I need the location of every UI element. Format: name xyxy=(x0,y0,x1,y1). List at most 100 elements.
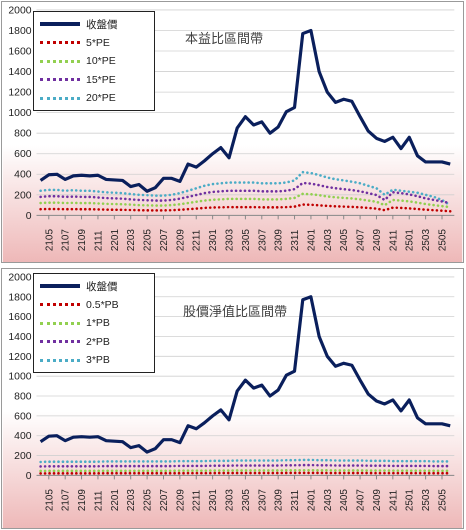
x-tick-label: 2201 xyxy=(110,489,121,512)
y-tick-label: 200 xyxy=(14,190,32,201)
x-tick-label: 2111 xyxy=(93,230,104,251)
y-tick-label: 1800 xyxy=(8,292,31,303)
legend-swatch xyxy=(40,321,80,325)
x-tick-label: 2403 xyxy=(323,229,334,252)
x-tick-label: 2405 xyxy=(339,229,350,252)
series-line xyxy=(39,192,452,209)
x-tick-label: 2207 xyxy=(159,489,170,512)
y-tick-label: 0 xyxy=(26,471,32,482)
x-tick-label: 2405 xyxy=(339,489,350,512)
x-tick-label: 2207 xyxy=(159,229,170,252)
series-line xyxy=(39,181,452,205)
x-tick-label: 2411 xyxy=(388,229,399,251)
legend-item: 20*PE xyxy=(40,89,148,108)
legend-label: 15*PE xyxy=(86,73,116,86)
x-tick-label: 2505 xyxy=(437,229,448,252)
y-tick-label: 1600 xyxy=(8,312,31,323)
y-tick-label: 2000 xyxy=(8,5,31,16)
x-tick-label: 2503 xyxy=(421,229,432,252)
legend-swatch xyxy=(40,22,80,27)
x-tick-label: 2307 xyxy=(257,489,268,512)
y-tick-label: 600 xyxy=(14,149,32,160)
x-tick-label: 2107 xyxy=(61,229,72,252)
x-tick-label: 2201 xyxy=(110,229,121,252)
legend-item: 1*PB xyxy=(40,314,148,333)
x-tick-label: 2107 xyxy=(61,489,72,512)
x-tick-label: 2401 xyxy=(306,229,317,252)
x-tick-label: 2311 xyxy=(290,489,301,511)
x-tick-label: 2301 xyxy=(208,489,219,512)
y-tick-label: 1600 xyxy=(8,46,31,57)
x-tick-label: 2211 xyxy=(192,229,203,251)
x-tick-label: 2501 xyxy=(405,489,416,512)
x-tick-label: 2105 xyxy=(44,489,55,512)
legend-item: 收盤價 xyxy=(40,15,148,34)
y-tick-label: 1000 xyxy=(8,108,31,119)
y-tick-label: 400 xyxy=(14,431,32,442)
y-tick-label: 1000 xyxy=(8,372,31,383)
legend-label: 20*PE xyxy=(86,92,116,105)
x-tick-label: 2203 xyxy=(126,229,137,252)
y-tick-label: 1400 xyxy=(8,332,31,343)
legend-item: 2*PB xyxy=(40,333,148,352)
x-tick-label: 2311 xyxy=(290,229,301,251)
y-tick-label: 200 xyxy=(14,451,32,462)
series-line xyxy=(39,458,452,464)
x-tick-label: 2401 xyxy=(306,489,317,512)
x-tick-label: 2409 xyxy=(372,229,383,252)
x-tick-label: 2305 xyxy=(241,489,252,512)
x-tick-label: 2303 xyxy=(224,229,235,252)
y-tick-label: 1800 xyxy=(8,26,31,37)
legend-item: 10*PE xyxy=(40,52,148,71)
x-tick-label: 2309 xyxy=(274,229,285,252)
chart-title: 股價淨值比區間帶 xyxy=(183,304,288,319)
y-tick-label: 2000 xyxy=(8,272,31,283)
legend-item: 0.5*PB xyxy=(40,296,148,315)
x-tick-label: 2105 xyxy=(44,229,55,252)
legend-swatch xyxy=(40,96,80,100)
y-tick-label: 400 xyxy=(14,170,32,181)
y-tick-label: 1200 xyxy=(8,88,31,99)
legend-label: 收盤價 xyxy=(86,18,118,31)
legend-swatch xyxy=(40,303,80,307)
legend-label: 1*PB xyxy=(86,317,110,330)
legend-label: 收盤價 xyxy=(86,280,118,293)
chart-legend: 收盤價 5*PE 10*PE 15*PE 20*PE xyxy=(33,11,155,111)
legend-label: 10*PE xyxy=(86,55,116,68)
x-tick-label: 2109 xyxy=(77,229,88,252)
x-tick-label: 2503 xyxy=(421,489,432,512)
x-tick-label: 2111 xyxy=(93,490,104,511)
series-line xyxy=(39,463,452,468)
x-tick-label: 2209 xyxy=(175,489,186,512)
y-tick-label: 800 xyxy=(14,129,32,140)
series-line xyxy=(39,170,452,207)
legend-item: 5*PE xyxy=(40,34,148,53)
legend-swatch xyxy=(40,284,80,289)
series-line xyxy=(39,203,452,213)
legend-label: 2*PB xyxy=(86,335,110,348)
legend-item: 15*PE xyxy=(40,71,148,90)
legend-swatch xyxy=(40,59,80,63)
pb-band-chart: 0 200 400 600 800 1000 1200 1400 1600 1800 2000 210… xyxy=(1,268,464,529)
y-tick-label: 1400 xyxy=(8,67,31,78)
x-tick-label: 2205 xyxy=(143,229,154,252)
x-tick-label: 2409 xyxy=(372,489,383,512)
legend-swatch xyxy=(40,340,80,344)
series-line xyxy=(39,468,452,473)
x-tick-label: 2301 xyxy=(208,229,219,252)
y-tick-label: 0 xyxy=(26,211,32,222)
chart-title: 本益比區間帶 xyxy=(185,31,264,46)
x-tick-label: 2505 xyxy=(437,489,448,512)
x-tick-label: 2411 xyxy=(388,489,399,511)
legend-label: 5*PE xyxy=(86,36,110,49)
x-tick-label: 2309 xyxy=(274,489,285,512)
legend-swatch xyxy=(40,78,80,82)
x-tick-label: 2403 xyxy=(323,489,334,512)
x-tick-label: 2407 xyxy=(356,489,367,512)
legend-swatch xyxy=(40,41,80,45)
series-line xyxy=(39,28,451,193)
y-tick-label: 800 xyxy=(14,391,32,402)
y-tick-label: 600 xyxy=(14,411,32,422)
legend-label: 3*PB xyxy=(86,354,110,367)
legend-label: 0.5*PB xyxy=(86,298,119,311)
